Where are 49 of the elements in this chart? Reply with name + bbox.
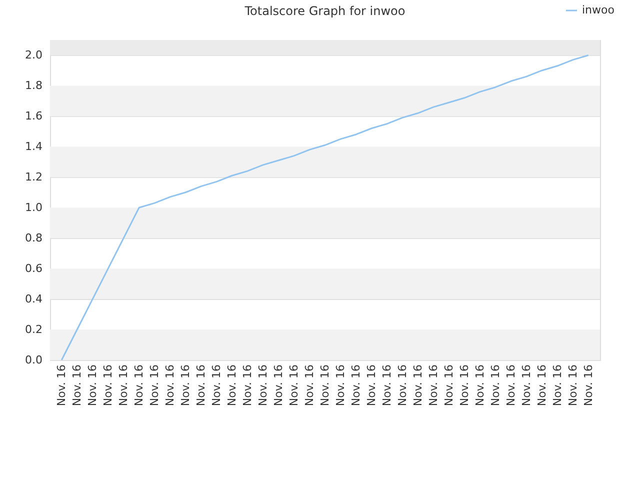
x-tick-label: Nov. 16	[318, 364, 332, 406]
x-tick-label: Nov. 16	[488, 364, 502, 406]
y-tick-label: 0.8	[25, 232, 42, 245]
y-tick-label: 1.8	[25, 79, 42, 92]
x-tick-label: Nov. 16	[458, 364, 471, 406]
x-tick-label: Nov. 16	[303, 364, 316, 406]
y-tick-label: 0.6	[25, 262, 42, 276]
x-tick-label: Nov. 16	[102, 364, 115, 406]
x-tick-label: Nov. 16	[86, 364, 100, 406]
x-tick-label: Nov. 16	[349, 364, 362, 406]
x-tick-label: Nov. 16	[535, 364, 548, 406]
x-tick-label: Nov. 16	[334, 364, 347, 406]
y-tick-label: 0.2	[25, 323, 42, 336]
y-tick-label: 2.0	[25, 48, 42, 62]
y-tick-label: 1.6	[25, 110, 42, 123]
x-tick-label: Nov. 16	[55, 364, 68, 406]
x-tick-label: Nov. 16	[226, 364, 239, 406]
x-tick-label: Nov. 16	[210, 364, 224, 406]
x-tick-label: Nov. 16	[70, 364, 84, 406]
x-tick-label: Nov. 16	[566, 364, 580, 406]
x-tick-label: Nov. 16	[164, 364, 177, 406]
chart-title: Totalscore Graph for inwoo	[244, 4, 406, 18]
y-tick-label: 1.4	[25, 140, 42, 154]
x-tick-label: Nov. 16	[364, 364, 378, 406]
x-tick-label: Nov. 16	[426, 364, 440, 406]
line-series	[60, 54, 590, 361]
y-tick-label: 1.0	[25, 201, 42, 214]
x-tick-label: Nov. 16	[396, 364, 409, 406]
legend-label: inwoo	[582, 4, 615, 16]
x-tick-label: Nov. 16	[241, 364, 254, 406]
x-tick-label: Nov. 16	[288, 364, 301, 406]
x-tick-label: Nov. 16	[117, 364, 130, 406]
x-tick-label: Nov. 16	[179, 364, 192, 406]
x-tick-label: Nov. 16	[194, 364, 208, 406]
x-tick-label: Nov. 16	[272, 364, 286, 406]
x-tick-label: Nov. 16	[148, 364, 162, 406]
x-tick-label: Nov. 16	[520, 364, 533, 406]
x-tick-label: Nov. 16	[473, 364, 486, 406]
x-tick-label: Nov. 16	[442, 364, 456, 406]
x-tick-label: Nov. 16	[380, 364, 394, 406]
x-tick-label: Nov. 16	[411, 364, 424, 406]
x-tick-label: Nov. 16	[256, 364, 270, 406]
x-tick-label: Nov. 16	[132, 364, 146, 406]
y-tick-label: 1.2	[25, 170, 42, 184]
y-tick-label: 0.4	[25, 292, 42, 306]
x-tick-label: Nov. 16	[582, 364, 595, 406]
x-tick-label: Nov. 16	[504, 364, 518, 406]
y-tick-label: 0.0	[25, 354, 42, 366]
x-tick-label: Nov. 16	[550, 364, 564, 406]
